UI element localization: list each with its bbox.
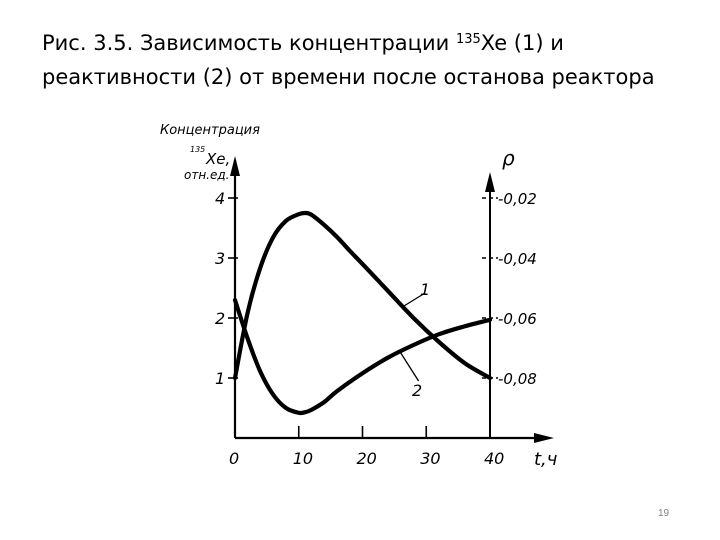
x-tick-label: 10 [293,449,313,468]
series-line-1 [232,210,493,381]
series-2-leader [400,352,420,382]
y-left-tick-label: 2 [215,309,225,328]
x-tick-label: 20 [357,449,377,468]
chart-series [232,210,493,416]
ylabel-left-line1: Концентрация [160,123,260,138]
caption-line1-prefix: Рис. 3.5. Зависимость концентрации [42,31,456,55]
y-axis-left-arrow [230,156,240,176]
y-right-tick-label: -0,06 [498,310,537,328]
x-axis-arrow [534,433,554,443]
xlabel: t,ч [534,449,557,470]
x-tick-label: 40 [484,449,504,468]
y-left-tick-label: 4 [215,189,225,208]
y-left-tick-label: 3 [215,249,225,268]
y-axis-right-arrow [485,172,495,192]
series-line-2 [232,297,493,416]
y-left-tick-label: 1 [215,369,225,388]
y-right-tick-label: -0,04 [498,250,537,268]
chart-labels: Концентрация 135 Xe, отн.ед. ρ t,ч 1 2 [160,123,557,470]
ylabel-left-line3: отн.ед. [184,168,230,182]
ylabel-left-sup: 135 [190,145,205,154]
x-tick-label: 30 [420,449,440,468]
ylabel-left-line2: Xe, [205,150,230,168]
series-2-label: 2 [412,381,422,400]
caption-line2: реактивности (2) от времени после остано… [42,65,655,89]
x-tick-label: 0 [229,449,239,468]
series-1-label: 1 [420,280,430,299]
chart-ticks: 0 10 20 30 40 1 2 3 4 -0,02 -0,04 -0,06 -0,08 [215,189,537,468]
ylabel-right: ρ [502,146,515,170]
caption-sup: 135 [455,32,481,47]
caption-line1-suffix: Xe (1) и [480,31,564,55]
series-1-leader [403,292,426,307]
y-right-tick-label: -0,02 [498,190,537,208]
page-number: 19 [658,508,670,519]
slide-caption: Рис. 3.5. Зависимость концентрации 135Xe… [42,26,702,94]
y-right-tick-label: -0,08 [498,370,537,388]
